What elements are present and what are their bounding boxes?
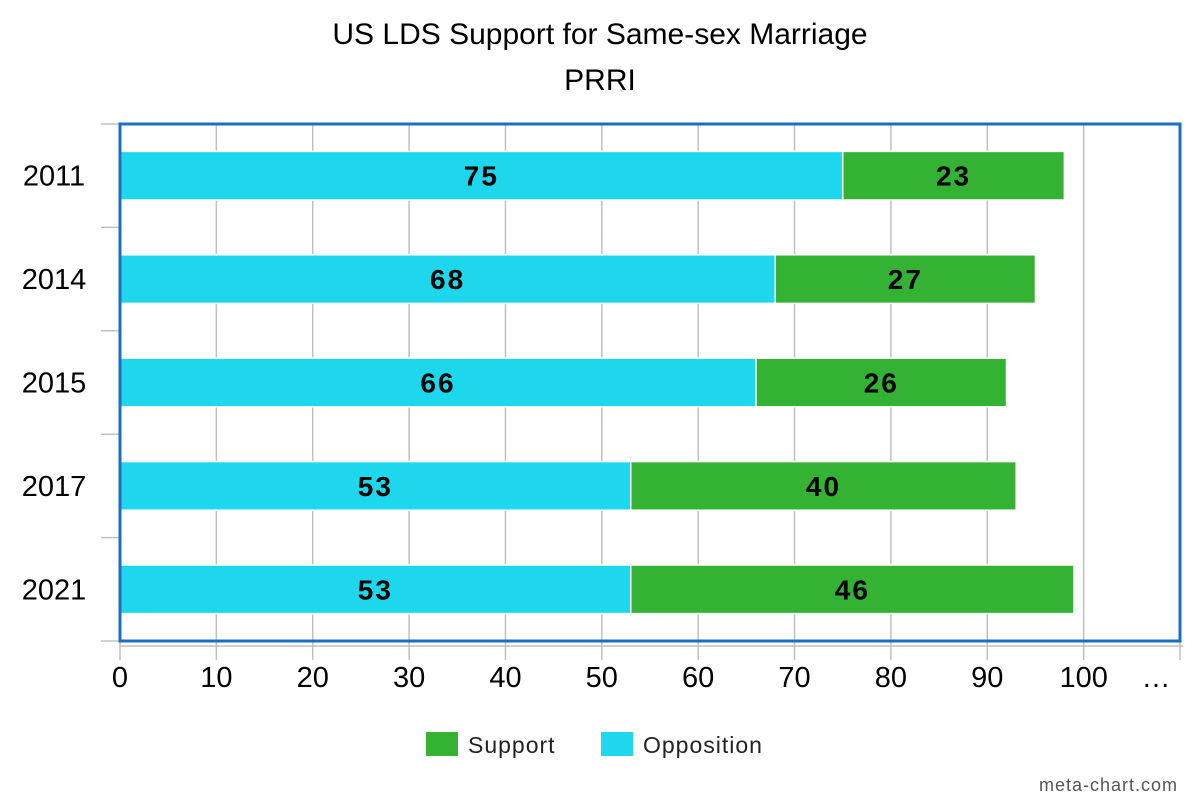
credit-text: meta-chart.com: [1039, 775, 1178, 795]
data-label-support-2021: 46: [835, 574, 870, 605]
bar-support-2015: [755, 357, 1008, 408]
bars: [119, 150, 1075, 615]
legend-label-opposition: Opposition: [643, 732, 763, 758]
bar-opposition-2011: [119, 150, 844, 201]
x-axis-labels: 0 10 20 30 40 50 60 70 80 90 100 …: [112, 662, 1171, 694]
bar-support-2017: [629, 460, 1017, 511]
y-tick-label-2011: 2011: [23, 161, 85, 193]
y-tick-label-2017: 2017: [22, 471, 87, 503]
x-tick-label: 20: [297, 662, 329, 694]
legend-swatch-support: [426, 732, 458, 756]
x-tick-label: 10: [200, 662, 232, 694]
x-tick-label: 40: [489, 662, 521, 694]
data-label-opposition-2014: 68: [430, 264, 465, 295]
chart-title: US LDS Support for Same-sex Marriage: [332, 18, 867, 51]
x-tick-label: 80: [875, 662, 907, 694]
y-tick-label-2014: 2014: [22, 264, 87, 296]
data-label-support-2017: 40: [806, 471, 841, 502]
y-tick-label-2015: 2015: [22, 368, 87, 400]
legend-swatch-opposition: [601, 732, 633, 756]
x-tick-label: 70: [778, 662, 810, 694]
bar-support-2014: [774, 254, 1037, 305]
data-label-opposition-2017: 53: [358, 471, 393, 502]
x-tick-label: …: [1142, 662, 1171, 694]
data-labels: 75 23 68 27 66 26 53 40 53 46: [358, 161, 971, 606]
bar-opposition-2021: [119, 564, 632, 615]
data-label-opposition-2011: 75: [464, 161, 499, 192]
data-label-support-2014: 27: [888, 264, 923, 295]
bar-support-2021: [629, 564, 1075, 615]
x-tick-label: 50: [586, 662, 618, 694]
plot-frame: [118, 122, 1182, 643]
x-tick-label: 90: [971, 662, 1003, 694]
x-tick-label: 0: [112, 662, 128, 694]
legend-label-support: Support: [468, 732, 556, 758]
bar-support-2011: [841, 150, 1066, 201]
x-tick-label: 60: [682, 662, 714, 694]
y-tick-label-2021: 2021: [22, 574, 87, 606]
x-tick-label: 30: [393, 662, 425, 694]
bar-opposition-2017: [119, 460, 632, 511]
chart-subtitle: PRRI: [564, 64, 636, 97]
data-label-opposition-2021: 53: [358, 574, 393, 605]
legend: Support Opposition: [426, 732, 763, 758]
data-label-support-2015: 26: [864, 368, 899, 399]
data-label-support-2011: 23: [936, 161, 971, 192]
bar-opposition-2015: [119, 357, 757, 408]
x-tick-label: 100: [1059, 662, 1107, 694]
y-axis-labels: 2011 2014 2015 2017 2021: [22, 161, 87, 607]
data-label-opposition-2015: 66: [420, 368, 455, 399]
